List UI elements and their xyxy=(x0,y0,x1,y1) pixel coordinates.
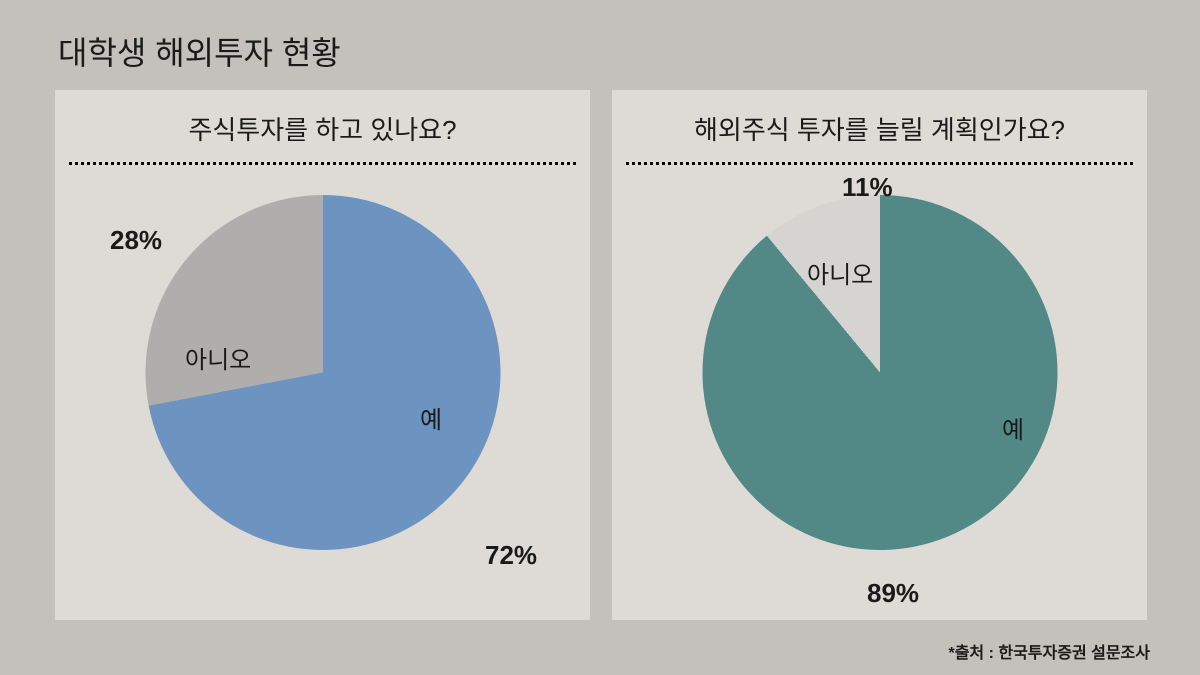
chart-2-yes-percent: 89% xyxy=(867,578,919,609)
divider-1 xyxy=(69,162,576,165)
chart-1-question: 주식투자를 하고 있나요? xyxy=(55,90,590,162)
chart-1-no-label: 아니오 xyxy=(185,340,251,375)
page-title: 대학생 해외투자 현황 xyxy=(58,28,341,74)
chart-2-no-label: 아니오 xyxy=(807,255,873,290)
chart-panel-2: 해외주식 투자를 늘릴 계획인가요? 11% 아니오 예 89% xyxy=(612,90,1147,620)
pie-2 xyxy=(702,195,1057,550)
source-citation: *출처 : 한국투자증권 설문조사 xyxy=(948,639,1150,663)
pie-chart-2 xyxy=(702,195,1057,550)
chart-1-no-percent: 28% xyxy=(110,225,162,256)
divider-2 xyxy=(626,162,1133,165)
chart-1-yes-label: 예 xyxy=(420,400,442,435)
chart-panel-1: 주식투자를 하고 있나요? 28% 아니오 예 72% xyxy=(55,90,590,620)
chart-2-yes-label: 예 xyxy=(1002,410,1024,445)
chart-1-yes-percent: 72% xyxy=(485,540,537,571)
chart-2-question: 해외주식 투자를 늘릴 계획인가요? xyxy=(612,90,1147,162)
charts-container: 주식투자를 하고 있나요? 28% 아니오 예 72% 해외주식 투자를 늘릴 … xyxy=(55,90,1147,620)
chart-2-no-percent: 11% xyxy=(842,172,893,203)
